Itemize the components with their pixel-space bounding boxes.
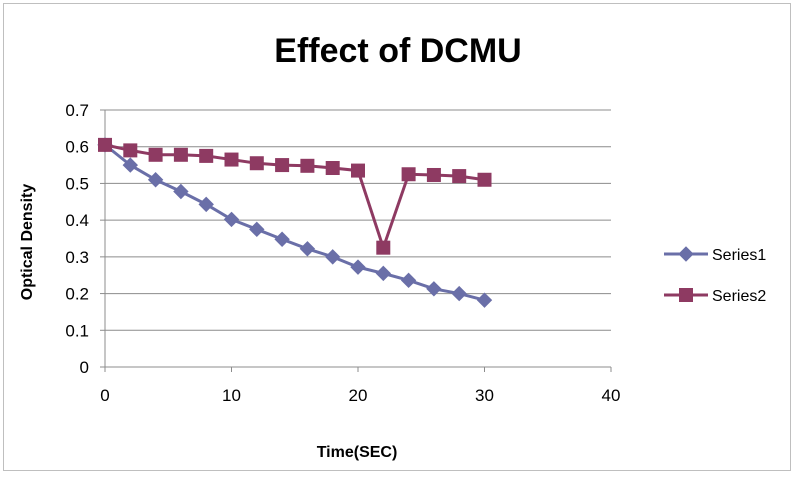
data-point-diamond — [350, 259, 366, 275]
data-point-diamond — [198, 196, 214, 213]
series-2 — [98, 137, 492, 255]
legend-label: Series1 — [712, 247, 766, 264]
y-tick-label: 0 — [80, 358, 89, 377]
legend: Series1 Series2 — [664, 246, 766, 305]
data-point-square — [98, 137, 112, 152]
y-tick-label: 0.3 — [65, 248, 89, 267]
tick-labels: 0 0.1 0.2 0.3 0.4 0.5 0.6 0.7 0 10 20 30 40 — [65, 101, 620, 405]
legend-entry: Series1 — [664, 246, 766, 264]
data-point-square — [224, 152, 239, 167]
data-point-diamond — [122, 157, 139, 173]
chart-frame: Effect of DCMU 0 0.1 0.2 0.3 0.4 0.5 0.6 0.7 0 10… — [3, 3, 791, 471]
data-point-square — [275, 158, 290, 173]
data-point-diamond — [400, 272, 417, 289]
data-point-square — [401, 167, 416, 182]
y-tick-label: 0.2 — [65, 285, 89, 304]
data-point-diamond — [173, 183, 189, 200]
data-point-square — [351, 163, 365, 178]
legend-marker — [678, 246, 694, 262]
data-point-diamond — [375, 265, 392, 282]
x-tick-label: 0 — [100, 386, 109, 405]
data-point-square — [148, 147, 163, 162]
data-point-square — [249, 156, 264, 171]
data-point-diamond — [324, 249, 341, 265]
series-group — [97, 137, 493, 308]
data-point-diamond — [147, 172, 164, 188]
y-tick-label: 0.4 — [65, 211, 89, 230]
data-point-square — [452, 169, 467, 184]
y-tick-label: 0.5 — [65, 174, 89, 193]
data-point-diamond — [249, 221, 265, 238]
y-axis-label: Optical Density — [19, 184, 36, 301]
data-point-square — [300, 158, 315, 173]
series-1 — [97, 137, 493, 308]
x-tick-label: 10 — [222, 386, 241, 405]
legend-entry: Series2 — [664, 288, 766, 305]
data-point-square — [477, 172, 492, 187]
series-line — [104, 143, 485, 253]
y-tick-label: 0.1 — [65, 321, 89, 340]
grid-lines — [105, 109, 611, 331]
data-point-square — [376, 240, 391, 255]
data-point-diamond — [476, 292, 493, 308]
data-point-square — [173, 147, 188, 162]
data-point-square — [199, 148, 214, 163]
data-point-square — [123, 143, 138, 158]
data-point-diamond — [223, 211, 240, 228]
data-point-square — [426, 167, 441, 182]
x-axis-label: Time(SEC) — [317, 444, 398, 461]
series-line — [104, 143, 485, 302]
data-point-diamond — [451, 285, 467, 302]
data-point-square — [325, 161, 340, 176]
legend-label: Series2 — [712, 288, 766, 305]
x-tick-label: 40 — [602, 386, 621, 405]
data-point-diamond — [426, 281, 442, 297]
x-tick-label: 20 — [349, 386, 368, 405]
x-tick-label: 30 — [475, 386, 494, 405]
line-chart: Effect of DCMU 0 0.1 0.2 0.3 0.4 0.5 0.6 0.7 0 10… — [19, 32, 766, 461]
y-tick-label: 0.7 — [65, 101, 89, 120]
y-tick-label: 0.6 — [65, 138, 89, 157]
chart-title: Effect of DCMU — [274, 32, 521, 70]
legend-marker — [679, 288, 693, 302]
data-point-diamond — [299, 241, 316, 257]
data-point-diamond — [274, 231, 290, 247]
